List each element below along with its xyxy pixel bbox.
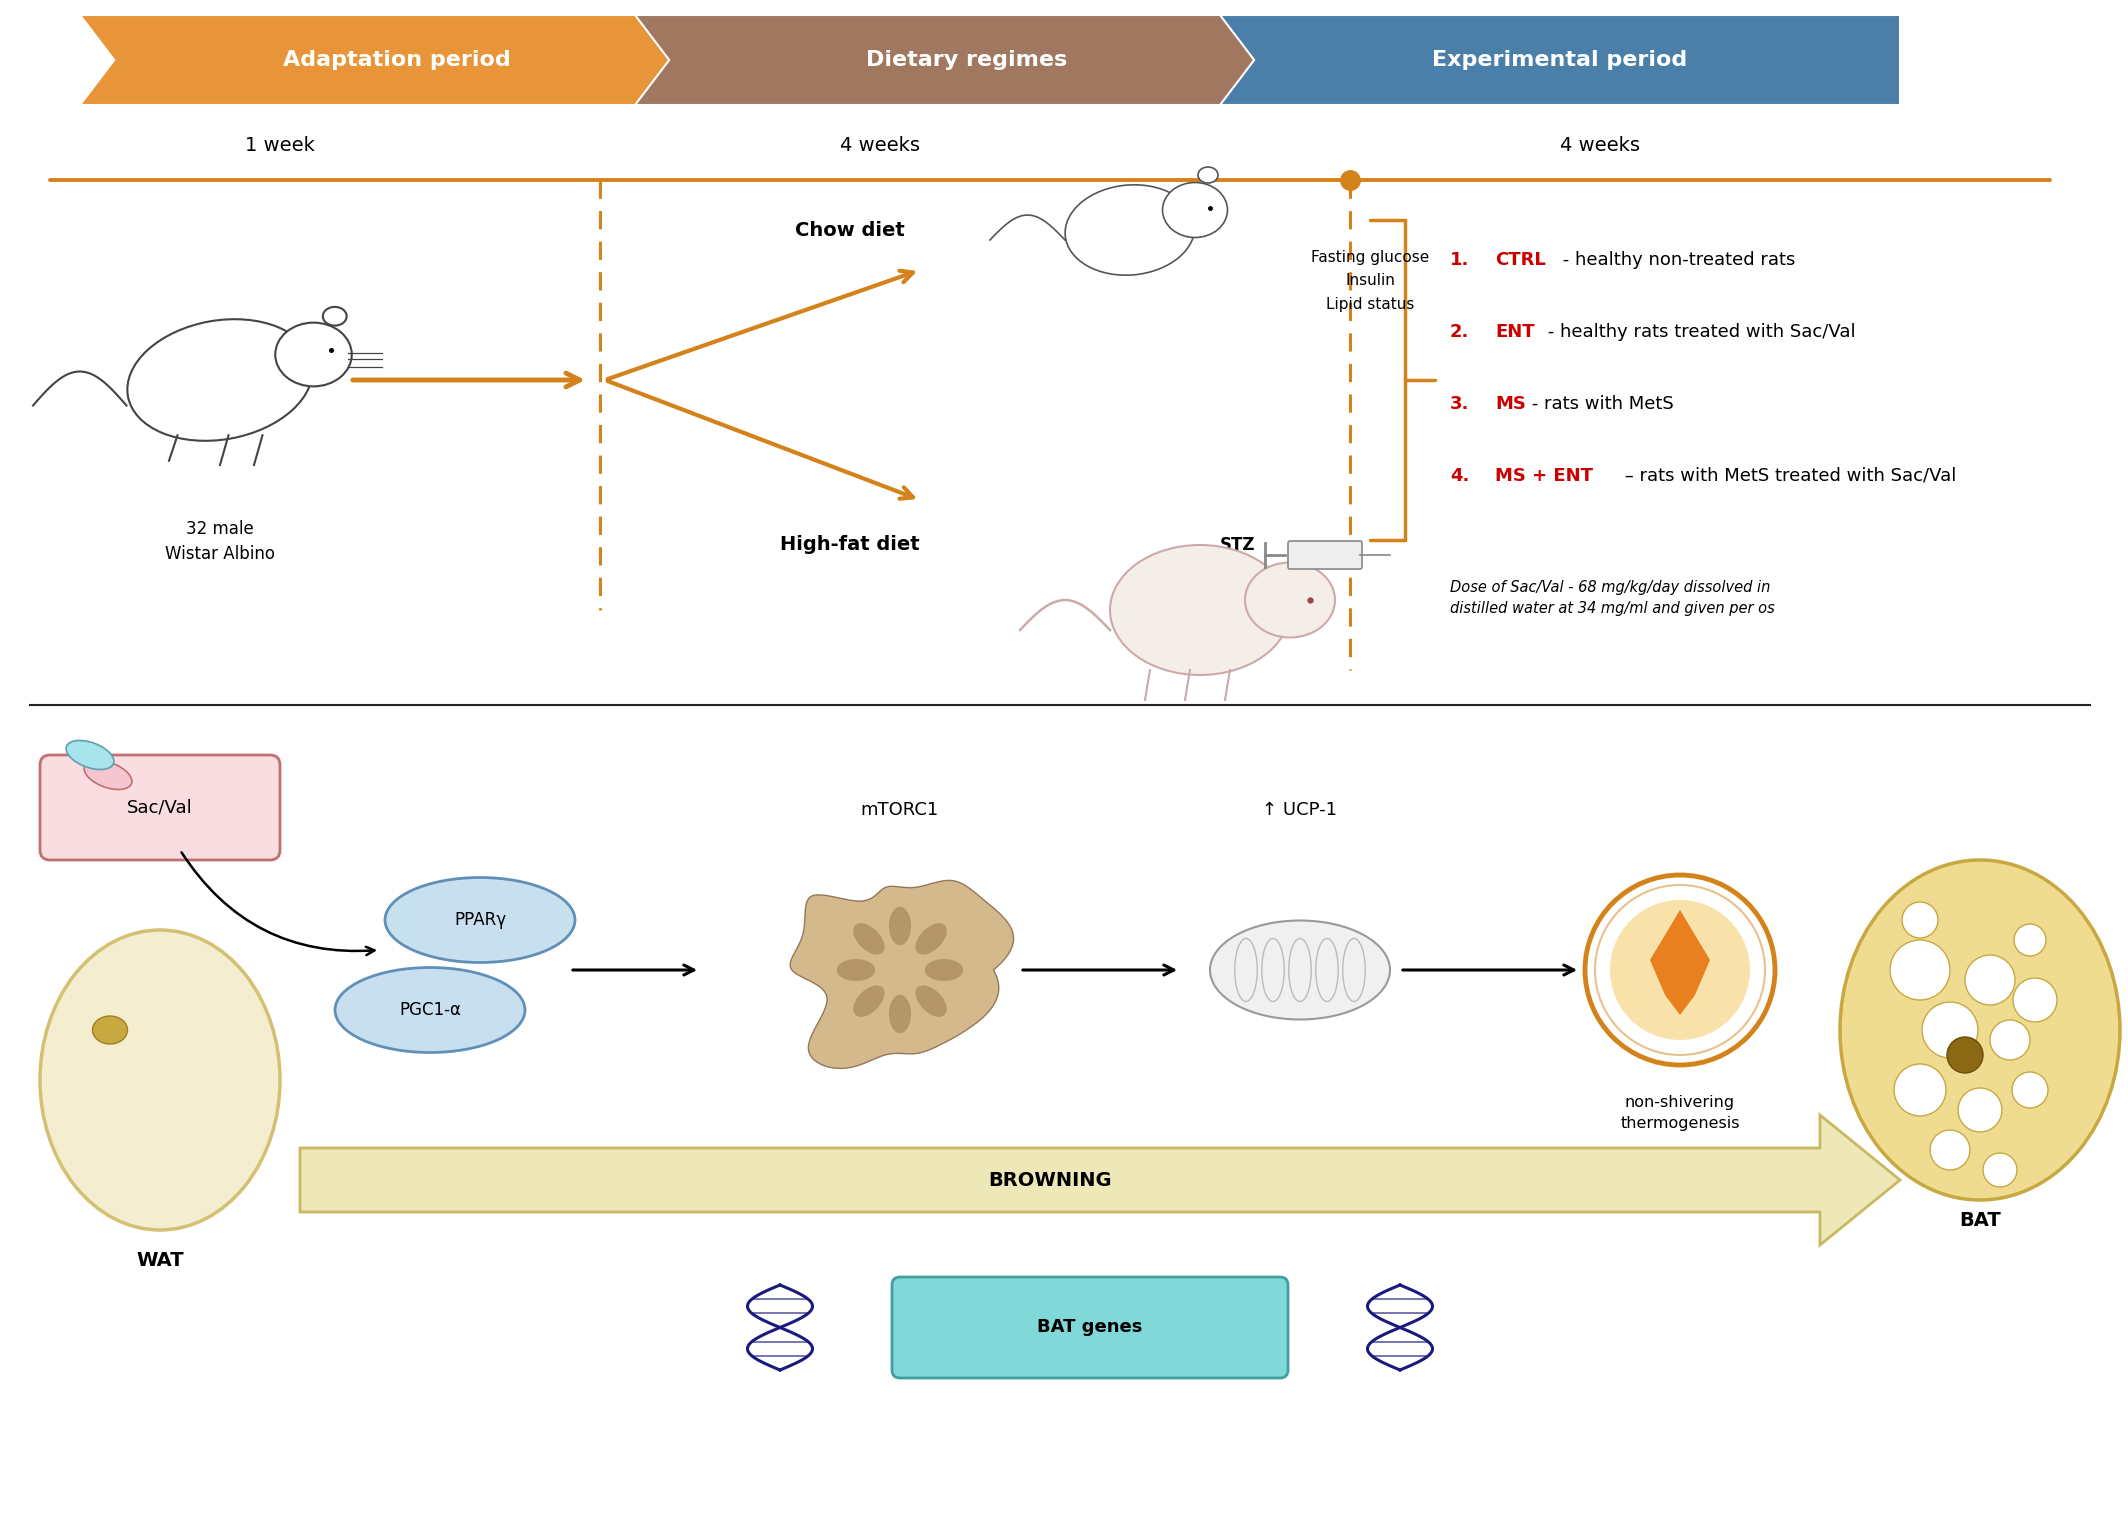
- Text: 1.: 1.: [1449, 251, 1468, 269]
- Circle shape: [1611, 900, 1749, 1040]
- Ellipse shape: [85, 760, 132, 789]
- Ellipse shape: [890, 994, 911, 1033]
- Text: MS: MS: [1496, 395, 1526, 413]
- Text: mTORC1: mTORC1: [862, 802, 938, 819]
- Polygon shape: [81, 15, 715, 106]
- Ellipse shape: [1298, 549, 1321, 568]
- Circle shape: [2013, 978, 2058, 1022]
- Ellipse shape: [853, 923, 885, 955]
- FancyBboxPatch shape: [1287, 542, 1362, 569]
- Ellipse shape: [853, 985, 885, 1017]
- Text: BROWNING: BROWNING: [987, 1170, 1111, 1189]
- Ellipse shape: [92, 1016, 128, 1043]
- Ellipse shape: [1245, 563, 1334, 638]
- Ellipse shape: [890, 907, 911, 946]
- Text: - healthy non-treated rats: - healthy non-treated rats: [1558, 251, 1796, 269]
- Text: 3.: 3.: [1449, 395, 1468, 413]
- Ellipse shape: [926, 959, 964, 981]
- Ellipse shape: [1066, 185, 1194, 275]
- Text: High-fat diet: High-fat diet: [781, 536, 919, 554]
- Circle shape: [2011, 1073, 2047, 1108]
- Ellipse shape: [323, 308, 347, 326]
- Polygon shape: [789, 880, 1013, 1068]
- FancyBboxPatch shape: [892, 1278, 1287, 1379]
- Text: BAT: BAT: [1960, 1210, 2000, 1230]
- Text: - rats with MetS: - rats with MetS: [1526, 395, 1675, 413]
- Ellipse shape: [1111, 545, 1290, 675]
- Ellipse shape: [1162, 182, 1228, 237]
- Ellipse shape: [1198, 167, 1217, 184]
- Circle shape: [1930, 1131, 1971, 1170]
- Circle shape: [1902, 903, 1939, 938]
- Ellipse shape: [836, 959, 875, 981]
- Ellipse shape: [128, 320, 313, 441]
- Circle shape: [1890, 939, 1949, 1001]
- Text: WAT: WAT: [136, 1250, 183, 1270]
- Text: 1 week: 1 week: [245, 136, 315, 155]
- Polygon shape: [300, 1115, 1900, 1245]
- Ellipse shape: [40, 930, 281, 1230]
- Polygon shape: [1219, 15, 1900, 106]
- Circle shape: [1922, 1002, 1979, 1059]
- Text: ↑ UCP-1: ↑ UCP-1: [1262, 802, 1339, 819]
- Polygon shape: [1649, 910, 1711, 1014]
- Text: 4 weeks: 4 weeks: [1560, 136, 1641, 155]
- Ellipse shape: [1841, 860, 2119, 1200]
- Circle shape: [1990, 1021, 2030, 1060]
- Text: Dose of Sac/Val - 68 mg/kg/day dissolved in
distilled water at 34 mg/ml and give: Dose of Sac/Val - 68 mg/kg/day dissolved…: [1449, 580, 1775, 617]
- Text: Fasting glucose
Insulin
Lipid status: Fasting glucose Insulin Lipid status: [1311, 249, 1430, 312]
- Text: 4 weeks: 4 weeks: [841, 136, 919, 155]
- Circle shape: [2013, 924, 2045, 956]
- Text: Chow diet: Chow diet: [796, 220, 904, 240]
- Text: Experimental period: Experimental period: [1432, 50, 1688, 70]
- Circle shape: [1983, 1154, 2017, 1187]
- Ellipse shape: [275, 323, 351, 387]
- Ellipse shape: [66, 741, 115, 770]
- Text: MS + ENT: MS + ENT: [1496, 467, 1594, 485]
- Text: – rats with MetS treated with Sac/Val: – rats with MetS treated with Sac/Val: [1619, 467, 1956, 485]
- Ellipse shape: [334, 967, 526, 1053]
- Text: Sac/Val: Sac/Val: [128, 799, 194, 817]
- Text: 4.: 4.: [1449, 467, 1468, 485]
- Text: BAT genes: BAT genes: [1036, 1319, 1143, 1337]
- Circle shape: [1964, 955, 2015, 1005]
- Text: Adaptation period: Adaptation period: [283, 50, 511, 70]
- Text: PPARγ: PPARγ: [453, 910, 506, 929]
- Ellipse shape: [915, 923, 947, 955]
- Text: non-shivering
thermogenesis: non-shivering thermogenesis: [1619, 1095, 1741, 1131]
- Text: ENT: ENT: [1496, 323, 1534, 341]
- Ellipse shape: [915, 985, 947, 1017]
- Polygon shape: [634, 15, 1300, 106]
- Text: CTRL: CTRL: [1496, 251, 1545, 269]
- Text: Dietary regimes: Dietary regimes: [866, 50, 1068, 70]
- Circle shape: [1958, 1088, 2002, 1132]
- Text: STZ: STZ: [1219, 536, 1256, 554]
- Text: PGC1-α: PGC1-α: [400, 1001, 462, 1019]
- Text: - healthy rats treated with Sac/Val: - healthy rats treated with Sac/Val: [1541, 323, 1856, 341]
- FancyBboxPatch shape: [40, 754, 281, 860]
- Text: 32 male
Wistar Albino: 32 male Wistar Albino: [166, 520, 275, 563]
- Ellipse shape: [385, 878, 575, 962]
- Ellipse shape: [1211, 921, 1390, 1019]
- Circle shape: [1947, 1037, 1983, 1073]
- Circle shape: [1894, 1063, 1945, 1115]
- Text: 2.: 2.: [1449, 323, 1468, 341]
